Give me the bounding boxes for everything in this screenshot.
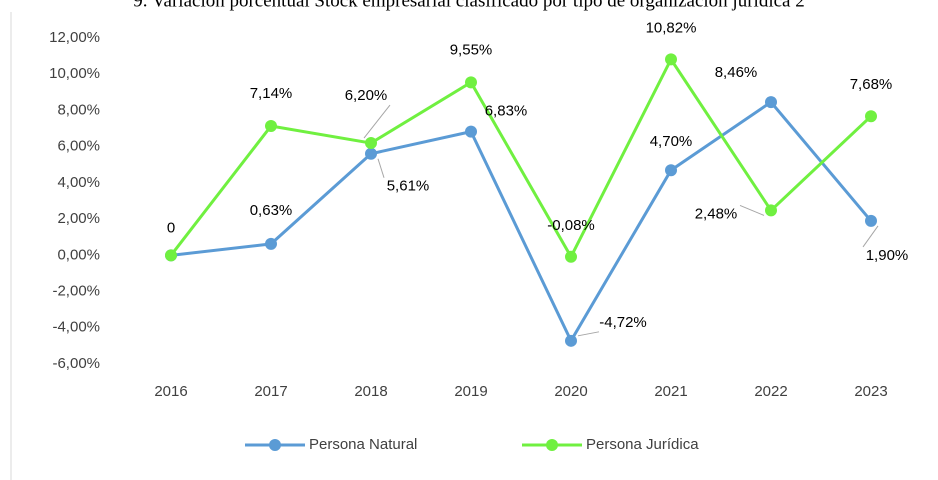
data-label: 7,68%	[850, 76, 893, 93]
data-label: 9,55%	[450, 41, 493, 58]
series-line	[169, 56, 873, 260]
x-tick-label: 2022	[754, 383, 787, 400]
chart-title: 9. Variación porcentual Stock empresaria…	[133, 0, 804, 11]
data-point	[765, 96, 777, 109]
legend-label: Persona Jurídica	[586, 436, 699, 453]
x-tick-label: 2020	[554, 383, 587, 400]
leader-line	[577, 331, 600, 337]
x-tick-label: 2018	[354, 383, 387, 400]
data-label: 0	[167, 219, 175, 236]
data-label: 2,48%	[695, 205, 738, 222]
y-tick-label: -6,00%	[52, 355, 100, 372]
data-label: 4,70%	[650, 133, 693, 150]
data-label: 5,61%	[387, 178, 430, 195]
data-point	[265, 120, 277, 133]
data-point	[465, 76, 477, 89]
data-point	[665, 53, 677, 66]
data-label: 6,83%	[485, 103, 528, 120]
y-tick-label: 4,00%	[57, 174, 100, 191]
data-point	[365, 137, 377, 150]
y-tick-label: 0,00%	[57, 246, 100, 263]
y-tick-label: 10,00%	[49, 65, 100, 82]
data-point	[565, 334, 577, 347]
data-point	[565, 250, 577, 263]
data-label: 7,14%	[250, 85, 293, 102]
leader-line	[862, 225, 879, 248]
x-tick-label: 2017	[254, 383, 287, 400]
data-label: -0,08%	[547, 217, 595, 234]
data-point	[265, 237, 277, 250]
y-tick-label: -4,00%	[52, 319, 100, 336]
data-label: 1,90%	[866, 247, 909, 264]
y-tick-label: 8,00%	[57, 101, 100, 118]
x-tick-label: 2023	[854, 383, 887, 400]
x-tick-label: 2021	[654, 383, 687, 400]
x-tick-label: 2019	[454, 383, 487, 400]
legend-label: Persona Natural	[309, 436, 417, 453]
leader-line	[377, 158, 385, 178]
y-tick-label: 12,00%	[49, 29, 100, 46]
data-point	[865, 110, 877, 123]
x-tick-label: 2016	[154, 383, 187, 400]
leader-line	[363, 104, 391, 139]
y-tick-label: -2,00%	[52, 283, 100, 300]
data-point	[165, 249, 177, 262]
data-label: -4,72%	[599, 314, 647, 331]
data-label: 0,63%	[250, 202, 293, 219]
data-point	[465, 125, 477, 138]
y-tick-label: 6,00%	[57, 138, 100, 155]
legend-marker	[546, 439, 558, 451]
y-tick-label: 2,00%	[57, 210, 100, 227]
data-point	[765, 204, 777, 217]
data-label: 6,20%	[345, 87, 388, 104]
leader-line	[739, 204, 765, 216]
series-line	[170, 100, 873, 345]
data-label: 10,82%	[646, 19, 697, 36]
data-point	[665, 164, 677, 177]
data-label: 8,46%	[715, 64, 758, 81]
legend-marker	[269, 439, 281, 451]
data-point	[865, 214, 877, 227]
data-point	[365, 147, 377, 160]
